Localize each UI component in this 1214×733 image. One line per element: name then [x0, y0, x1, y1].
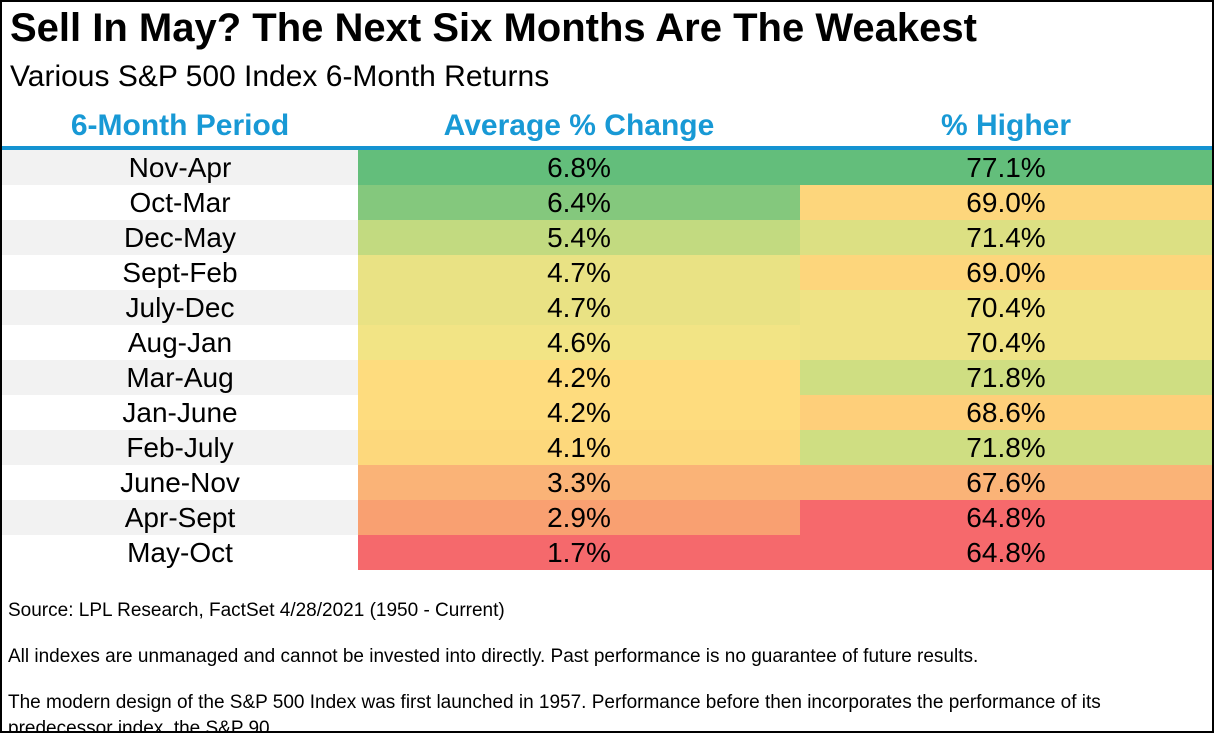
period-cell: Dec-May	[2, 220, 358, 255]
table-row: June-Nov 3.3% 67.6%	[2, 465, 1212, 500]
disclaimer-note-1: All indexes are unmanaged and cannot be …	[8, 646, 979, 667]
table-row: Mar-Aug 4.2% 71.8%	[2, 360, 1212, 395]
pct-higher-cell: 68.6%	[800, 395, 1212, 430]
pct-higher-cell: 69.0%	[800, 255, 1212, 290]
period-cell: July-Dec	[2, 290, 358, 325]
period-cell: Mar-Aug	[2, 360, 358, 395]
table-row: Apr-Sept 2.9% 64.8%	[2, 500, 1212, 535]
avg-change-cell: 3.3%	[358, 465, 800, 500]
pct-higher-cell: 70.4%	[800, 290, 1212, 325]
pct-higher-cell: 67.6%	[800, 465, 1212, 500]
table-row: Sept-Feb 4.7% 69.0%	[2, 255, 1212, 290]
avg-change-cell: 4.7%	[358, 290, 800, 325]
page-title: Sell In May? The Next Six Months Are The…	[10, 6, 977, 50]
period-cell: Apr-Sept	[2, 500, 358, 535]
table-row: Dec-May 5.4% 71.4%	[2, 220, 1212, 255]
pct-higher-cell: 69.0%	[800, 185, 1212, 220]
avg-change-cell: 2.9%	[358, 500, 800, 535]
period-cell: May-Oct	[2, 535, 358, 570]
period-cell: Oct-Mar	[2, 185, 358, 220]
table-row: July-Dec 4.7% 70.4%	[2, 290, 1212, 325]
pct-higher-cell: 64.8%	[800, 500, 1212, 535]
pct-higher-cell: 71.4%	[800, 220, 1212, 255]
table-row: Nov-Apr 6.8% 77.1%	[2, 150, 1212, 185]
table-row: May-Oct 1.7% 64.8%	[2, 535, 1212, 570]
table-row: Oct-Mar 6.4% 69.0%	[2, 185, 1212, 220]
disclaimer-note-2: The modern design of the S&P 500 Index w…	[8, 692, 1101, 733]
table-row: Feb-July 4.1% 71.8%	[2, 430, 1212, 465]
table-header-row: 6-Month Period Average % Change % Higher	[2, 106, 1212, 146]
table-row: Jan-June 4.2% 68.6%	[2, 395, 1212, 430]
pct-higher-cell: 64.8%	[800, 535, 1212, 570]
column-header-period: 6-Month Period	[70, 109, 290, 142]
avg-change-cell: 4.7%	[358, 255, 800, 290]
table-body: Nov-Apr 6.8% 77.1% Oct-Mar 6.4% 69.0% Dec-May 5…	[2, 150, 1212, 570]
avg-change-cell: 4.6%	[358, 325, 800, 360]
column-header-pct-higher: % Higher	[940, 109, 1072, 142]
avg-change-cell: 6.4%	[358, 185, 800, 220]
avg-change-cell: 1.7%	[358, 535, 800, 570]
period-cell: June-Nov	[2, 465, 358, 500]
pct-higher-cell: 77.1%	[800, 150, 1212, 185]
footnotes: Source: LPL Research, FactSet 4/28/2021 …	[8, 598, 1200, 733]
column-header-avg-change: Average % Change	[443, 109, 715, 142]
pct-higher-cell: 70.4%	[800, 325, 1212, 360]
period-cell: Nov-Apr	[2, 150, 358, 185]
avg-change-cell: 5.4%	[358, 220, 800, 255]
header-divider-line	[2, 146, 1212, 150]
pct-higher-cell: 71.8%	[800, 430, 1212, 465]
period-cell: Jan-June	[2, 395, 358, 430]
avg-change-cell: 4.2%	[358, 395, 800, 430]
period-cell: Aug-Jan	[2, 325, 358, 360]
source-note: Source: LPL Research, FactSet 4/28/2021 …	[8, 600, 505, 621]
table-row: Aug-Jan 4.6% 70.4%	[2, 325, 1212, 360]
avg-change-cell: 6.8%	[358, 150, 800, 185]
avg-change-cell: 4.2%	[358, 360, 800, 395]
pct-higher-cell: 71.8%	[800, 360, 1212, 395]
page-subtitle: Various S&P 500 Index 6-Month Returns	[10, 60, 550, 93]
avg-change-cell: 4.1%	[358, 430, 800, 465]
period-cell: Feb-July	[2, 430, 358, 465]
period-cell: Sept-Feb	[2, 255, 358, 290]
